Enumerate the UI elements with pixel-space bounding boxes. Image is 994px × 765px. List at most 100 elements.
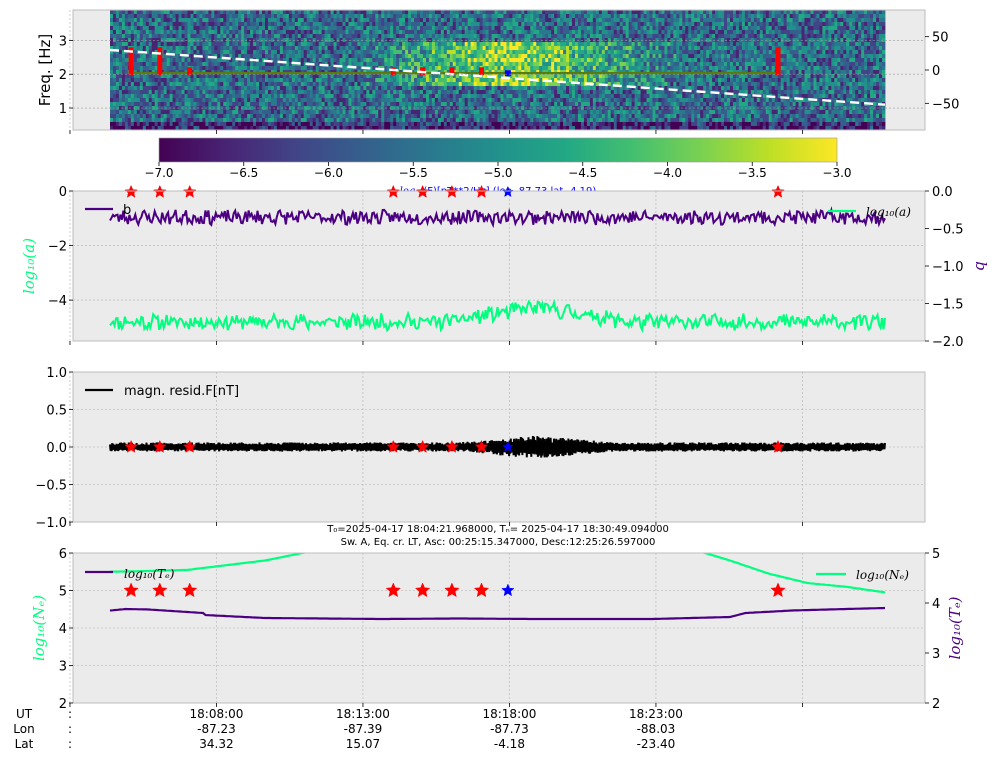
spectrogram-cell (480, 22, 483, 26)
spectrogram-cell (262, 118, 265, 122)
spectrogram-cell (301, 110, 304, 114)
spectrogram-cell (137, 74, 140, 78)
spectrogram-cell (322, 18, 325, 22)
spectrogram-cell (217, 86, 220, 90)
spectrogram-cell (495, 58, 498, 62)
spectrogram-cell (274, 66, 277, 70)
spectrogram-cell (357, 82, 360, 86)
spectrogram-cell (253, 22, 256, 26)
spectrogram-cell (283, 74, 286, 78)
spectrogram-cell (483, 110, 486, 114)
spectrogram-cell (495, 122, 498, 126)
spectrogram-cell (426, 122, 429, 126)
spectrogram-cell (220, 34, 223, 38)
spectrogram-cell (179, 66, 182, 70)
spectrogram-cell (208, 118, 211, 122)
spectrogram-cell (426, 82, 429, 86)
spectrogram-cell (509, 10, 512, 14)
spectrogram-cell (477, 94, 480, 98)
spectrogram-cell (459, 122, 462, 126)
spectrogram-cell (489, 46, 492, 50)
spectrogram-cell (423, 22, 426, 26)
spectrogram-cell (313, 74, 316, 78)
spectrogram-cell (545, 90, 548, 94)
spectrogram-cell (590, 74, 593, 78)
spectrogram-cell (369, 118, 372, 122)
spectrogram-cell (572, 90, 575, 94)
spectrogram-cell (399, 74, 402, 78)
spectrogram-cell (566, 122, 569, 126)
spectrogram-cell (143, 94, 146, 98)
spectrogram-cell (298, 58, 301, 62)
spectrogram-cell (596, 82, 599, 86)
spectrogram-cell (515, 10, 518, 14)
spectrogram-cell (262, 122, 265, 126)
spectrogram-cell (590, 66, 593, 70)
spectrogram-cell (125, 122, 128, 126)
spectrogram-cell (554, 26, 557, 30)
spectrogram-cell (381, 86, 384, 90)
spectrogram-cell (438, 114, 441, 118)
spectrogram-cell (378, 82, 381, 86)
spectrogram-cell (274, 62, 277, 66)
spectrogram-cell (366, 102, 369, 106)
spectrogram-cell (447, 110, 450, 114)
spectrogram-cell (110, 118, 113, 122)
spectrogram-cell (378, 74, 381, 78)
spectrogram-cell (319, 34, 322, 38)
spectrogram-cell (390, 50, 393, 54)
spectrogram-cell (405, 34, 408, 38)
spectrogram-cell (447, 62, 450, 66)
spectrogram-cell (498, 54, 501, 58)
spectrogram-cell (447, 114, 450, 118)
spectrogram-cell (360, 58, 363, 62)
spectrogram-cell (253, 74, 256, 78)
spectrogram-cell (530, 122, 533, 126)
spectrogram-cell (566, 110, 569, 114)
spectrogram-cell (426, 14, 429, 18)
spectrogram-cell (205, 10, 208, 14)
spectrogram-cell (587, 54, 590, 58)
spectrogram-cell (146, 66, 149, 70)
spectrogram-cell (116, 66, 119, 70)
spectrogram-cell (533, 58, 536, 62)
spectrogram-cell (152, 82, 155, 86)
spectrogram-cell (110, 26, 113, 30)
spectrogram-cell (411, 14, 414, 18)
spectrogram-cell (557, 42, 560, 46)
spectrogram-cell (420, 18, 423, 22)
spectrogram-cell (363, 102, 366, 106)
spectrogram-cell (453, 50, 456, 54)
spectrogram-cell (462, 58, 465, 62)
spectrogram-cell (471, 82, 474, 86)
spectrogram-cell (435, 82, 438, 86)
spectrogram-cell (474, 94, 477, 98)
spectrogram-cell (417, 74, 420, 78)
spectrogram-cell (253, 66, 256, 70)
spectrogram-cell (217, 54, 220, 58)
spectrogram-cell (110, 74, 113, 78)
spectrogram-cell (515, 114, 518, 118)
spectrogram-cell (536, 30, 539, 34)
spectrogram-cell (226, 30, 229, 34)
spectrogram-cell (545, 86, 548, 90)
spectrogram-cell (113, 62, 116, 66)
spectrogram-cell (188, 46, 191, 50)
spectrogram-cell (119, 42, 122, 46)
spectrogram-cell (551, 82, 554, 86)
spectrogram-cell (164, 58, 167, 62)
spectrogram-cell (423, 94, 426, 98)
spectrogram-cell (542, 30, 545, 34)
spectrogram-cell (328, 54, 331, 58)
spectrogram-cell (366, 78, 369, 82)
spectrogram-cell (411, 118, 414, 122)
spectrogram-cell (253, 26, 256, 30)
spectrogram-cell (152, 46, 155, 50)
spectrogram-cell (489, 110, 492, 114)
spectrogram-cell (503, 86, 506, 90)
spectrogram-cell (465, 62, 468, 66)
spectrogram-cell (381, 30, 384, 34)
spectrogram-cell (450, 78, 453, 82)
spectrogram-cell (405, 78, 408, 82)
spectrogram-cell (304, 90, 307, 94)
